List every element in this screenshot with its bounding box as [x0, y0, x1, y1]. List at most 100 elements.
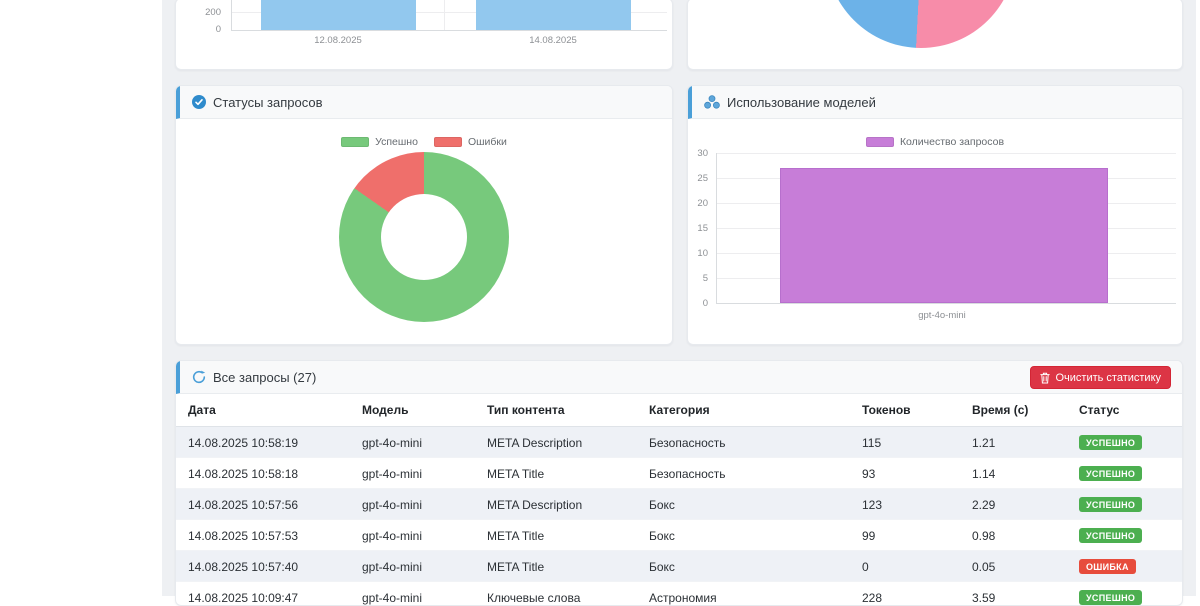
- cell-date: 14.08.2025 10:09:47: [176, 582, 350, 606]
- y-tick-label: 0: [216, 24, 221, 35]
- pie-chart-card: [687, 0, 1183, 70]
- panel-header: Все запросы (27) Очистить статистику: [176, 361, 1182, 394]
- requests-table: Дата Модель Тип контента Категория Токен…: [176, 394, 1182, 606]
- gridline: [716, 153, 1176, 154]
- x-axis-line: [231, 30, 667, 31]
- models-legend: Количество запросов: [688, 136, 1182, 148]
- history-icon: [192, 370, 206, 384]
- cell-content-type: META Description: [475, 427, 637, 458]
- bar-14-08: [476, 0, 631, 30]
- status-badge: УСПЕШНО: [1079, 435, 1142, 450]
- y-tick-label: 200: [205, 7, 221, 18]
- panel-title: Статусы запросов: [213, 95, 323, 110]
- legend-item-success[interactable]: Успешно: [341, 136, 418, 148]
- cell-tokens: 99: [850, 520, 960, 551]
- cell-time: 2.29: [960, 489, 1067, 520]
- legend-label: Количество запросов: [900, 136, 1004, 148]
- clear-statistics-button[interactable]: Очистить статистику: [1030, 366, 1171, 389]
- cell-content-type: META Title: [475, 551, 637, 582]
- cell-model: gpt-4o-mini: [350, 489, 475, 520]
- doughnut-hole: [381, 194, 467, 280]
- table-row: 14.08.2025 10:57:40 gpt-4o-mini META Tit…: [176, 551, 1182, 582]
- cell-model: gpt-4o-mini: [350, 520, 475, 551]
- cell-tokens: 115: [850, 427, 960, 458]
- cell-tokens: 123: [850, 489, 960, 520]
- cell-content-type: Ключевые слова: [475, 582, 637, 606]
- y-tick-label: 0: [703, 298, 708, 309]
- cell-time: 1.14: [960, 458, 1067, 489]
- table-row: 14.08.2025 10:58:19 gpt-4o-mini META Des…: [176, 427, 1182, 458]
- column-header-tokens: Токенов: [850, 394, 960, 427]
- x-axis-line: [716, 303, 1176, 304]
- cell-tokens: 93: [850, 458, 960, 489]
- panel-header: Использование моделей: [688, 86, 1182, 119]
- table-row: 14.08.2025 10:09:47 gpt-4o-mini Ключевые…: [176, 582, 1182, 606]
- legend-label: Успешно: [375, 136, 418, 148]
- cell-model: gpt-4o-mini: [350, 458, 475, 489]
- cell-date: 14.08.2025 10:58:19: [176, 427, 350, 458]
- pie-chart: [826, 0, 1016, 48]
- cell-status: ОШИБКА: [1067, 551, 1182, 582]
- cell-time: 0.98: [960, 520, 1067, 551]
- cluster-icon: [704, 95, 720, 109]
- cell-category: Астрономия: [637, 582, 850, 606]
- y-axis-line: [231, 0, 232, 31]
- cell-status: УСПЕШНО: [1067, 582, 1182, 606]
- panel-header: Статусы запросов: [176, 86, 672, 119]
- request-statuses-card: Статусы запросов Успешно Ошибки: [175, 85, 673, 345]
- check-circle-icon: [192, 95, 206, 109]
- cell-date: 14.08.2025 10:57:40: [176, 551, 350, 582]
- statuses-doughnut-chart: [339, 152, 509, 322]
- status-badge: УСПЕШНО: [1079, 497, 1142, 512]
- cell-model: gpt-4o-mini: [350, 551, 475, 582]
- model-usage-card: Использование моделей Количество запросо…: [687, 85, 1183, 345]
- legend-item-errors[interactable]: Ошибки: [434, 136, 507, 148]
- cell-content-type: META Description: [475, 489, 637, 520]
- y-tick-label: 5: [703, 273, 708, 284]
- column-header-time: Время (с): [960, 394, 1067, 427]
- cell-date: 14.08.2025 10:58:18: [176, 458, 350, 489]
- table-header-row: Дата Модель Тип контента Категория Токен…: [176, 394, 1182, 427]
- legend-swatch: [341, 137, 369, 147]
- status-badge: УСПЕШНО: [1079, 466, 1142, 481]
- cell-content-type: META Title: [475, 458, 637, 489]
- y-tick-label: 15: [697, 223, 708, 234]
- status-badge: ОШИБКА: [1079, 559, 1136, 574]
- cell-time: 0.05: [960, 551, 1067, 582]
- cell-tokens: 0: [850, 551, 960, 582]
- cell-status: УСПЕШНО: [1067, 520, 1182, 551]
- y-tick-label: 20: [697, 198, 708, 209]
- legend-swatch: [866, 137, 894, 147]
- cell-status: УСПЕШНО: [1067, 458, 1182, 489]
- panel-title: Использование моделей: [727, 95, 876, 110]
- cell-content-type: META Title: [475, 520, 637, 551]
- x-tick-label: 12.08.2025: [268, 35, 408, 46]
- table-row: 14.08.2025 10:58:18 gpt-4o-mini META Tit…: [176, 458, 1182, 489]
- status-badge: УСПЕШНО: [1079, 528, 1142, 543]
- cell-category: Бокс: [637, 551, 850, 582]
- bar-gpt-4o-mini: [780, 168, 1108, 303]
- cell-model: gpt-4o-mini: [350, 427, 475, 458]
- column-header-category: Категория: [637, 394, 850, 427]
- table-row: 14.08.2025 10:57:56 gpt-4o-mini META Des…: [176, 489, 1182, 520]
- cell-category: Бокс: [637, 520, 850, 551]
- cell-category: Безопасность: [637, 427, 850, 458]
- cell-date: 14.08.2025 10:57:56: [176, 489, 350, 520]
- cell-status: УСПЕШНО: [1067, 489, 1182, 520]
- cell-time: 1.21: [960, 427, 1067, 458]
- cell-status: УСПЕШНО: [1067, 427, 1182, 458]
- column-header-model: Модель: [350, 394, 475, 427]
- dashboard-container: 200 0 12.08.2025 14.08.2025 Статусы запр…: [162, 0, 1196, 596]
- legend-swatch: [434, 137, 462, 147]
- y-tick-label: 10: [697, 248, 708, 259]
- clear-statistics-label: Очистить статистику: [1055, 372, 1161, 384]
- column-header-status: Статус: [1067, 394, 1182, 427]
- doughnut-legend: Успешно Ошибки: [176, 136, 672, 148]
- legend-item-request-count[interactable]: Количество запросов: [866, 136, 1004, 148]
- gridline: [444, 0, 445, 30]
- y-tick-label: 30: [697, 148, 708, 159]
- table-row: 14.08.2025 10:57:53 gpt-4o-mini META Tit…: [176, 520, 1182, 551]
- x-tick-label: 14.08.2025: [483, 35, 623, 46]
- panel-title: Все запросы (27): [213, 370, 316, 385]
- cell-date: 14.08.2025 10:57:53: [176, 520, 350, 551]
